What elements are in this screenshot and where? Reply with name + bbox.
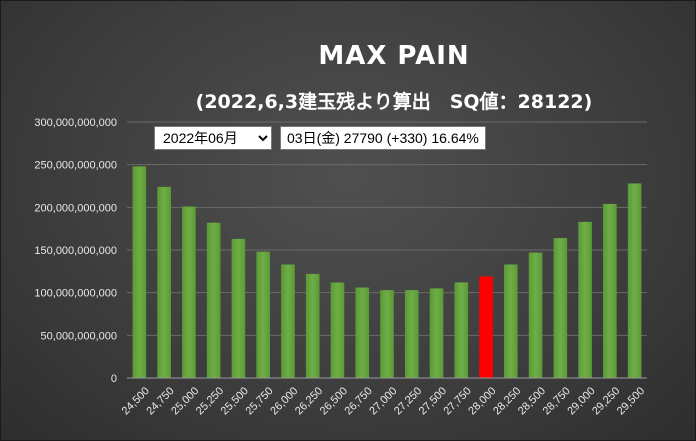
- y-tick-label: 50,000,000,000: [41, 330, 117, 342]
- x-axis-ticks: 24,50024,75025,00025,25025,50025,75026,0…: [120, 385, 648, 417]
- bar: [231, 238, 246, 378]
- y-tick-label: 100,000,000,000: [34, 288, 117, 300]
- bar: [256, 251, 270, 378]
- bar-highlight: [479, 276, 493, 378]
- bar: [429, 288, 444, 378]
- bar: [330, 282, 345, 378]
- y-tick-label: 250,000,000,000: [34, 160, 117, 172]
- bar: [627, 183, 642, 378]
- bar: [603, 203, 617, 378]
- bar: [404, 290, 419, 378]
- bar: [380, 290, 394, 378]
- bar: [504, 264, 518, 378]
- y-tick-label: 200,000,000,000: [34, 202, 117, 214]
- y-axis-ticks: 0 50,000,000,000 100,000,000,000 150,000,00…: [34, 117, 117, 385]
- price-info-box: 03日(金) 27790 (+330) 16.64%: [280, 126, 486, 150]
- bar: [182, 206, 196, 378]
- bar: [553, 238, 568, 378]
- bar: [305, 273, 320, 378]
- chart-subtitle: (2022,6,3建玉残より算出 SQ値：28122): [196, 90, 593, 113]
- y-tick-label: 300,000,000,000: [34, 117, 117, 129]
- bar: [528, 252, 543, 378]
- month-select[interactable]: 2022年06月: [154, 126, 272, 150]
- bar: [454, 282, 469, 378]
- x-tick-label: 29,500: [615, 385, 647, 417]
- bar: [281, 264, 295, 378]
- bar: [355, 287, 370, 378]
- bars: [132, 166, 642, 378]
- bar: [206, 222, 221, 378]
- bar: [157, 186, 171, 378]
- bar: [132, 166, 147, 378]
- bar: [578, 221, 592, 378]
- y-tick-label: 0: [111, 373, 117, 385]
- y-tick-label: 150,000,000,000: [34, 245, 117, 257]
- chart-title: MAX PAIN: [318, 41, 469, 71]
